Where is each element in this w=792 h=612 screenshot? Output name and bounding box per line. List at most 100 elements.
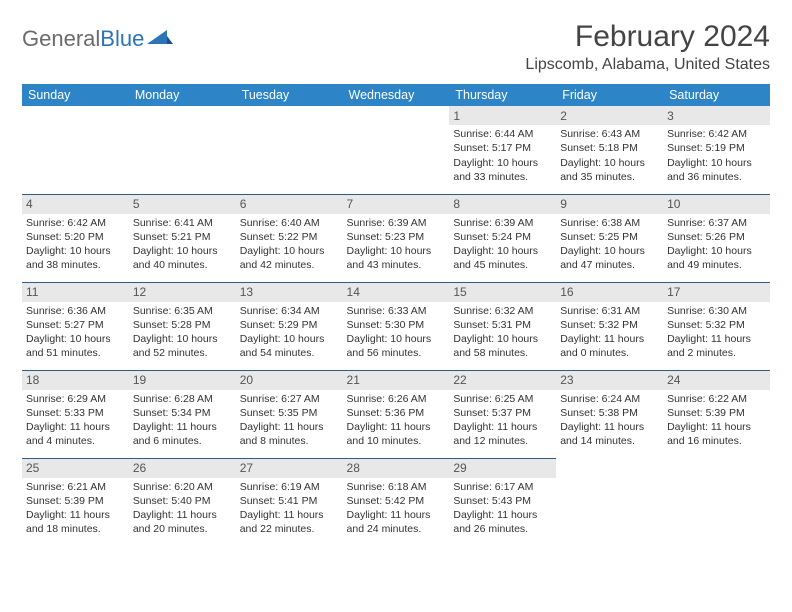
sunset-text: Sunset: 5:27 PM	[26, 318, 125, 332]
sunset-text: Sunset: 5:39 PM	[667, 406, 766, 420]
daylight-text: Daylight: 11 hours and 14 minutes.	[560, 420, 659, 448]
calendar-day-blank	[343, 106, 450, 194]
sunset-text: Sunset: 5:24 PM	[453, 230, 552, 244]
sunset-text: Sunset: 5:28 PM	[133, 318, 232, 332]
day-number: 23	[556, 371, 663, 390]
sunset-text: Sunset: 5:17 PM	[453, 141, 552, 155]
calendar-week: 1Sunrise: 6:44 AMSunset: 5:17 PMDaylight…	[22, 106, 770, 194]
sunset-text: Sunset: 5:32 PM	[667, 318, 766, 332]
sunrise-text: Sunrise: 6:17 AM	[453, 480, 552, 494]
day-number: 9	[556, 195, 663, 214]
day-number: 16	[556, 283, 663, 302]
sunset-text: Sunset: 5:29 PM	[240, 318, 339, 332]
calendar-day: 20Sunrise: 6:27 AMSunset: 5:35 PMDayligh…	[236, 370, 343, 458]
sunset-text: Sunset: 5:32 PM	[560, 318, 659, 332]
day-number: 27	[236, 459, 343, 478]
sunset-text: Sunset: 5:33 PM	[26, 406, 125, 420]
daylight-text: Daylight: 10 hours and 43 minutes.	[347, 244, 446, 272]
title-block: February 2024 Lipscomb, Alabama, United …	[525, 20, 770, 74]
calendar-day: 1 Sunrise: 6:44 AMSunset: 5:17 PMDaylight…	[449, 106, 556, 194]
sunrise-text: Sunrise: 6:32 AM	[453, 304, 552, 318]
calendar-week: 11Sunrise: 6:36 AMSunset: 5:27 PMDayligh…	[22, 282, 770, 370]
calendar-day: 16 Sunrise: 6:31 AMSunset: 5:32 PMDayligh…	[556, 282, 663, 370]
calendar-day: 21Sunrise: 6:26 AMSunset: 5:36 PMDayligh…	[343, 370, 450, 458]
sunset-text: Sunset: 5:22 PM	[240, 230, 339, 244]
sunrise-text: Sunrise: 6:28 AM	[133, 392, 232, 406]
sunrise-text: Sunrise: 6:29 AM	[26, 392, 125, 406]
location: Lipscomb, Alabama, United States	[525, 56, 770, 74]
dow-friday: Friday	[556, 84, 663, 106]
daylight-text: Daylight: 11 hours and 4 minutes.	[26, 420, 125, 448]
sunrise-text: Sunrise: 6:44 AM	[453, 127, 552, 141]
calendar-week: 18Sunrise: 6:29 AMSunset: 5:33 PMDayligh…	[22, 370, 770, 458]
calendar-week: 25Sunrise: 6:21 AMSunset: 5:39 PMDayligh…	[22, 458, 770, 546]
calendar-day: 2Sunrise: 6:43 AMSunset: 5:18 PMDaylight…	[556, 106, 663, 194]
sunset-text: Sunset: 5:38 PM	[560, 406, 659, 420]
day-number: 26	[129, 459, 236, 478]
daylight-text: Daylight: 10 hours and 45 minutes.	[453, 244, 552, 272]
calendar-day: 15Sunrise: 6:32 AMSunset: 5:31 PMDayligh…	[449, 282, 556, 370]
day-number: 10	[663, 195, 770, 214]
calendar-day: 6Sunrise: 6:40 AMSunset: 5:22 PMDaylight…	[236, 194, 343, 282]
sunrise-text: Sunrise: 6:34 AM	[240, 304, 339, 318]
daylight-text: Daylight: 10 hours and 36 minutes.	[667, 156, 766, 184]
logo-text-1: General	[22, 26, 100, 52]
daylight-text: Daylight: 11 hours and 0 minutes.	[560, 332, 659, 360]
sunrise-text: Sunrise: 6:18 AM	[347, 480, 446, 494]
day-number: 20	[236, 371, 343, 390]
sunset-text: Sunset: 5:26 PM	[667, 230, 766, 244]
sunrise-text: Sunrise: 6:20 AM	[133, 480, 232, 494]
calendar-day: 18Sunrise: 6:29 AMSunset: 5:33 PMDayligh…	[22, 370, 129, 458]
day-number: 25	[22, 459, 129, 478]
calendar-day: 17Sunrise: 6:30 AMSunset: 5:32 PMDayligh…	[663, 282, 770, 370]
sunrise-text: Sunrise: 6:30 AM	[667, 304, 766, 318]
sunset-text: Sunset: 5:34 PM	[133, 406, 232, 420]
daylight-text: Daylight: 10 hours and 42 minutes.	[240, 244, 339, 272]
day-number: 24	[663, 371, 770, 390]
sunrise-text: Sunrise: 6:35 AM	[133, 304, 232, 318]
daylight-text: Daylight: 11 hours and 6 minutes.	[133, 420, 232, 448]
calendar-day: 9Sunrise: 6:38 AMSunset: 5:25 PMDaylight…	[556, 194, 663, 282]
sunrise-text: Sunrise: 6:42 AM	[26, 216, 125, 230]
daylight-text: Daylight: 10 hours and 54 minutes.	[240, 332, 339, 360]
sunrise-text: Sunrise: 6:40 AM	[240, 216, 339, 230]
sunset-text: Sunset: 5:39 PM	[26, 494, 125, 508]
dow-wednesday: Wednesday	[343, 84, 450, 106]
daylight-text: Daylight: 10 hours and 35 minutes.	[560, 156, 659, 184]
calendar-day: 22Sunrise: 6:25 AMSunset: 5:37 PMDayligh…	[449, 370, 556, 458]
sunset-text: Sunset: 5:35 PM	[240, 406, 339, 420]
calendar-day: 10Sunrise: 6:37 AMSunset: 5:26 PMDayligh…	[663, 194, 770, 282]
calendar-day-blank	[129, 106, 236, 194]
day-number: 1	[449, 106, 556, 125]
calendar-day-blank	[663, 458, 770, 546]
sunrise-text: Sunrise: 6:24 AM	[560, 392, 659, 406]
calendar-day: 27Sunrise: 6:19 AMSunset: 5:41 PMDayligh…	[236, 458, 343, 546]
daylight-text: Daylight: 10 hours and 33 minutes.	[453, 156, 552, 184]
day-number: 14	[343, 283, 450, 302]
sunset-text: Sunset: 5:23 PM	[347, 230, 446, 244]
daylight-text: Daylight: 10 hours and 49 minutes.	[667, 244, 766, 272]
sunrise-text: Sunrise: 6:21 AM	[26, 480, 125, 494]
dow-tuesday: Tuesday	[236, 84, 343, 106]
daylight-text: Daylight: 10 hours and 40 minutes.	[133, 244, 232, 272]
sunset-text: Sunset: 5:31 PM	[453, 318, 552, 332]
day-number: 12	[129, 283, 236, 302]
calendar-day: 26Sunrise: 6:20 AMSunset: 5:40 PMDayligh…	[129, 458, 236, 546]
sunset-text: Sunset: 5:20 PM	[26, 230, 125, 244]
sunrise-text: Sunrise: 6:25 AM	[453, 392, 552, 406]
sunset-text: Sunset: 5:18 PM	[560, 141, 659, 155]
daylight-text: Daylight: 11 hours and 10 minutes.	[347, 420, 446, 448]
calendar-week: 4Sunrise: 6:42 AMSunset: 5:20 PMDaylight…	[22, 194, 770, 282]
daylight-text: Daylight: 11 hours and 8 minutes.	[240, 420, 339, 448]
calendar-day: 14Sunrise: 6:33 AMSunset: 5:30 PMDayligh…	[343, 282, 450, 370]
sunset-text: Sunset: 5:43 PM	[453, 494, 552, 508]
calendar-day: 19Sunrise: 6:28 AMSunset: 5:34 PMDayligh…	[129, 370, 236, 458]
sunrise-text: Sunrise: 6:22 AM	[667, 392, 766, 406]
day-of-week-row: Sunday Monday Tuesday Wednesday Thursday…	[22, 84, 770, 106]
dow-monday: Monday	[129, 84, 236, 106]
calendar-day: 4Sunrise: 6:42 AMSunset: 5:20 PMDaylight…	[22, 194, 129, 282]
sunrise-text: Sunrise: 6:36 AM	[26, 304, 125, 318]
day-number: 29	[449, 459, 556, 478]
sunrise-text: Sunrise: 6:31 AM	[560, 304, 659, 318]
day-number: 2	[556, 106, 663, 125]
